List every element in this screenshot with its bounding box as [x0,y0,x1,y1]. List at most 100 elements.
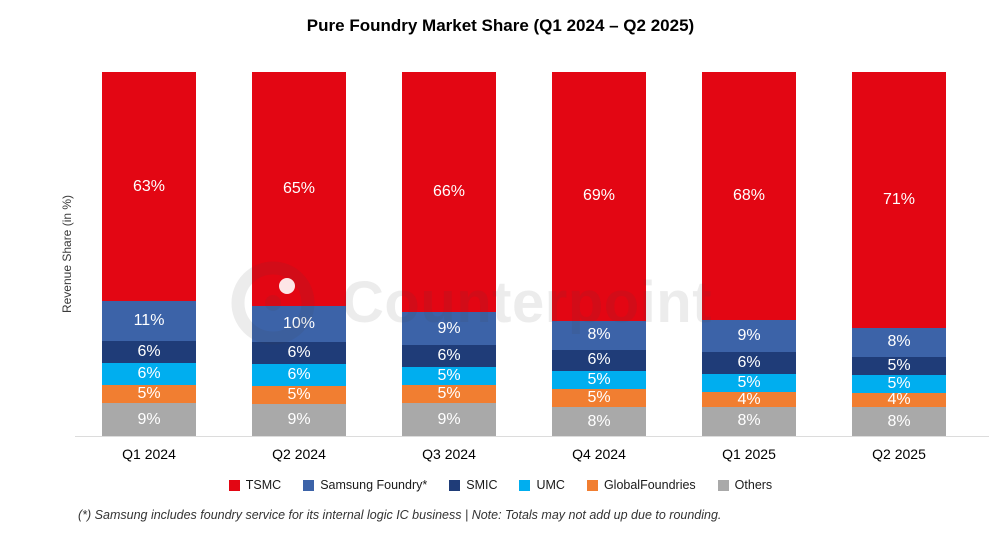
bar-segment: 4% [852,390,946,408]
legend-swatch-icon [228,479,240,491]
segment-label: 5% [887,374,911,392]
bar-segment: 5% [402,385,496,404]
segment-label: 71% [882,190,916,208]
x-axis-tick-label: Q4 2024 [572,446,626,462]
bar-segment: 5% [552,389,646,408]
bar-segment: 5% [252,385,346,404]
x-axis-tick-label: Q3 2024 [422,446,476,462]
bar-segment: 6% [702,352,796,375]
segment-label: 4% [887,390,911,408]
bar-segment: 8% [702,406,796,436]
bar-segment: 9% [402,403,496,436]
bar-segment: 9% [102,403,196,436]
bar-segment: 10% [252,306,346,343]
segment-label: 9% [737,326,761,344]
x-axis-tick-label: Q2 2024 [272,446,326,462]
legend-item: SMIC [449,478,497,492]
bar-column-q2-2024: 65% 10% 6% 6% 5% 9% [252,72,346,436]
segment-label: 5% [587,371,611,389]
bar-segment: 71% [852,72,946,328]
legend-swatch-icon [449,479,461,491]
x-axis-tick-label: Q2 2025 [872,446,926,462]
bar-segment: 6% [252,342,346,364]
segment-label: 66% [432,183,466,201]
segment-label: 4% [737,390,761,408]
legend-swatch-icon [303,479,315,491]
bar-segment: 6% [552,349,646,372]
footnote: (*) Samsung includes foundry service for… [78,508,722,522]
y-axis-label: Revenue Share (in %) [60,194,74,314]
segment-label: 11% [133,312,165,330]
bar-segment: 9% [402,312,496,345]
segment-label: 8% [587,326,611,344]
bar-segment: 6% [102,363,196,385]
segment-label: 6% [437,346,461,364]
segment-label: 5% [737,374,761,392]
segment-label: 6% [587,351,611,369]
x-axis-tick-label: Q1 2024 [122,446,176,462]
legend-swatch-icon [586,479,598,491]
bar-segment: 5% [852,374,946,393]
legend-item: Samsung Foundry* [303,478,427,492]
segment-label: 8% [737,412,761,430]
segment-label: 68% [732,186,766,204]
bar-segment: 4% [702,390,796,408]
bars-container: 63% 11% 6% 6% 5% 9% 65% 10% 6% 6% 5% 9% 66% 9% 6% 5% 5% 9… [102,72,946,436]
bar-segment: 8% [852,407,946,436]
bar-segment: 11% [102,301,196,342]
segment-label: 6% [737,354,761,372]
bar-segment: 6% [252,363,346,386]
segment-label: 5% [437,385,461,403]
legend-swatch-icon [519,479,531,491]
bar-segment: 6% [102,341,196,364]
segment-label: 6% [137,343,161,361]
segment-label: 8% [587,412,611,430]
x-axis-line [75,436,989,437]
legend-label: SMIC [466,478,498,492]
bar-segment: 65% [252,72,346,307]
legend-label: Samsung Foundry* [320,478,428,492]
x-axis-tick-label: Q1 2025 [722,446,776,462]
bar-segment: 69% [552,72,646,321]
segment-label: 5% [287,385,311,403]
bar-segment: 5% [852,356,946,375]
segment-label: 10% [282,315,316,333]
bar-segment: 8% [852,327,946,357]
legend-label: TSMC [245,478,282,492]
legend-item: GlobalFoundries [586,478,696,492]
bar-segment: 9% [702,319,796,353]
legend-item: UMC [519,478,565,492]
bar-segment: 5% [552,371,646,390]
legend-label: GlobalFoundries [603,478,696,492]
bar-segment: 68% [702,72,796,320]
bar-column-q3-2024: 66% 9% 6% 5% 5% 9% [402,72,496,436]
segment-label: 69% [582,187,616,205]
bar-segment: 63% [102,72,196,302]
segment-label: 8% [887,333,911,351]
segment-label: 9% [287,410,311,428]
segment-label: 9% [437,319,461,337]
segment-label: 5% [587,389,611,407]
bar-segment: 8% [552,407,646,436]
bar-column-q2-2025: 71% 8% 5% 5% 4% 8% [852,72,946,436]
segment-label: 63% [132,177,166,195]
bar-segment: 9% [252,403,346,436]
bar-segment: 5% [402,366,496,385]
bar-segment: 5% [102,385,196,404]
bar-segment: 66% [402,72,496,313]
segment-label: 5% [137,385,161,403]
segment-label: 6% [287,365,311,383]
bar-segment: 6% [402,344,496,367]
bar-column-q4-2024: 69% 8% 6% 5% 5% 8% [552,72,646,436]
segment-label: 6% [137,365,161,383]
legend-swatch-icon [717,479,729,491]
segment-label: 9% [137,410,161,428]
segment-label: 5% [437,366,461,384]
legend-label: UMC [536,478,565,492]
legend: TSMC Samsung Foundry* SMIC UMC GlobalFoundri… [0,478,1001,492]
segment-label: 9% [437,410,461,428]
legend-item: Others [717,478,772,492]
segment-label: 5% [887,356,911,374]
segment-label: 6% [287,344,311,362]
